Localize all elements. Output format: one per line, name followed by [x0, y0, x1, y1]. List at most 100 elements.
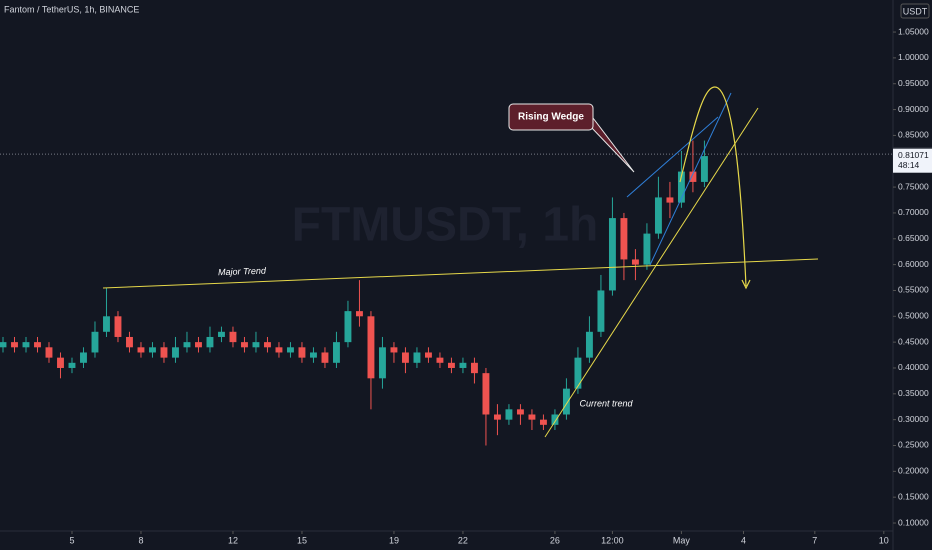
candle-body [22, 342, 30, 348]
candle-body [459, 362, 467, 368]
candle-body [160, 347, 168, 358]
arrow-head [741, 279, 751, 290]
candle-body [470, 362, 478, 374]
candle-body [195, 342, 202, 348]
price-tag-label: 0.81071 [898, 150, 929, 160]
candle-body [505, 409, 513, 420]
candle-body [45, 347, 53, 358]
y-tick-label: 0.45000 [898, 336, 929, 346]
chart-title: Fantom / TetherUS, 1h, BINANCE [4, 4, 139, 14]
candle-body [482, 373, 490, 415]
candle-body [436, 357, 444, 363]
candle-body [493, 414, 501, 420]
wedge-lower [649, 92, 732, 266]
candle-body [126, 336, 133, 348]
y-tick-label: 0.90000 [898, 104, 929, 114]
candle-body [172, 347, 179, 358]
candle-body [528, 414, 536, 420]
candle-body [229, 331, 237, 343]
candle-body [597, 290, 605, 332]
x-tick-label: 7 [812, 535, 817, 545]
candle-body [551, 414, 559, 425]
candle-body [643, 233, 651, 265]
x-tick-label: 19 [389, 535, 399, 545]
x-tick-label: 8 [138, 535, 143, 545]
y-tick-label: 0.70000 [898, 207, 929, 217]
unit-label: USDT [903, 6, 928, 16]
x-tick-label: 15 [297, 535, 307, 545]
y-tick-label: 0.65000 [898, 233, 929, 243]
candle-body [379, 347, 386, 379]
candle-body [206, 336, 214, 348]
candle-body [689, 171, 697, 182]
candle-body [424, 352, 432, 358]
y-tick-label: 0.20000 [898, 466, 929, 476]
x-tick-label: 10 [879, 535, 889, 545]
y-tick-label: 0.40000 [898, 362, 929, 372]
y-tick-label: 0.35000 [898, 388, 929, 398]
x-tick-label: 5 [69, 535, 74, 545]
candle-body [677, 171, 685, 203]
y-tick-label: 0.50000 [898, 311, 929, 321]
candle-body [585, 331, 593, 358]
candle-body [390, 347, 398, 353]
candle-body [447, 362, 455, 368]
candle-body [298, 347, 306, 358]
candle-body [321, 352, 329, 363]
projection-curve [679, 86, 747, 287]
axis-labels: 0.10000 0.15000 0.20000 0.25000 0.30000 0.350… [69, 26, 932, 545]
candle-body [367, 316, 375, 379]
candle-body [68, 362, 76, 368]
candle-body [700, 156, 708, 182]
candle-body [356, 311, 363, 317]
y-tick-label: 0.75000 [898, 181, 929, 191]
y-tick-label: 0.55000 [898, 285, 929, 295]
candle-body [631, 259, 639, 265]
x-tick-label: May [673, 535, 691, 545]
candle-body [34, 342, 41, 348]
major-trend-label: Major Trend [218, 266, 267, 278]
y-tick-label: 1.00000 [898, 52, 929, 62]
candle-body [413, 352, 421, 363]
candle-body [666, 197, 674, 203]
x-tick-label: 12 [228, 535, 238, 545]
x-tick-label: 4 [741, 535, 746, 545]
watermark: FTMUSDT, 1h [292, 199, 599, 252]
candle-body [91, 331, 99, 353]
unit-box [900, 3, 930, 19]
y-tick-label: 0.25000 [898, 440, 929, 450]
countdown-label: 48:14 [898, 160, 920, 170]
x-tick-label: 26 [550, 535, 560, 545]
y-tick-label: 0.15000 [898, 491, 929, 501]
y-tick-label: 0.60000 [898, 259, 929, 269]
candle-body [114, 316, 122, 337]
wedge-upper [626, 116, 719, 198]
candle-body [310, 352, 317, 358]
price-tag [893, 148, 932, 173]
candle-body [562, 388, 570, 415]
callout-box [508, 103, 594, 131]
candle-body [252, 342, 260, 348]
candle-body [620, 218, 628, 260]
candle-body [516, 409, 524, 415]
price-axis [893, 0, 932, 550]
callout-pointer [589, 117, 635, 173]
candle-body [287, 347, 294, 353]
major-trend-line [102, 258, 819, 289]
x-tick-label: 12:00 [601, 535, 624, 545]
candle-body [654, 197, 662, 234]
y-tick-label: 0.10000 [898, 517, 929, 527]
candle-body [57, 357, 64, 368]
candle-body [0, 342, 7, 348]
candle-body [149, 347, 156, 353]
x-tick-label: 22 [458, 535, 468, 545]
candle-body [574, 357, 582, 389]
candle-body [401, 352, 409, 363]
candle-body [183, 342, 191, 348]
current-trend-line [544, 107, 759, 438]
plot [0, 140, 893, 446]
y-tick-label: 1.05000 [898, 26, 929, 36]
candle-body [344, 311, 352, 343]
